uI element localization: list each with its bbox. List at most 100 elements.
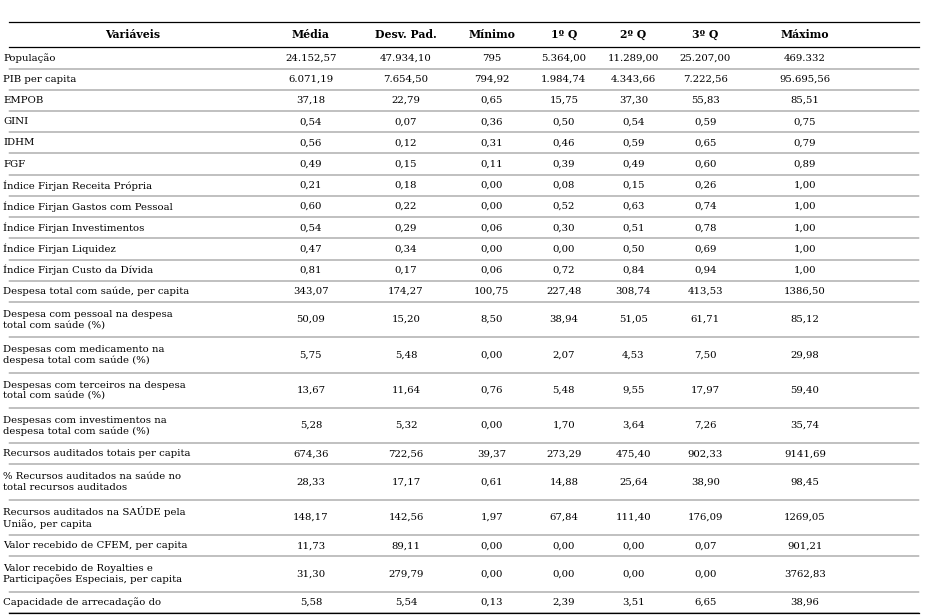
Text: 7.222,56: 7.222,56 — [682, 75, 727, 84]
Text: 5.364,00: 5.364,00 — [540, 54, 586, 63]
Text: 17,17: 17,17 — [391, 477, 420, 487]
Text: 0,36: 0,36 — [480, 117, 502, 126]
Text: 61,71: 61,71 — [690, 315, 719, 324]
Text: 38,96: 38,96 — [790, 598, 819, 607]
Text: 0,89: 0,89 — [793, 160, 816, 169]
Text: 2º Q: 2º Q — [619, 29, 646, 40]
Text: Índice Firjan Receita Própria: Índice Firjan Receita Própria — [3, 180, 152, 190]
Text: 67,84: 67,84 — [549, 513, 578, 522]
Text: 0,46: 0,46 — [552, 139, 575, 147]
Text: 22,79: 22,79 — [391, 96, 420, 105]
Text: 0,65: 0,65 — [480, 96, 502, 105]
Text: 25,64: 25,64 — [618, 477, 647, 487]
Text: 0,63: 0,63 — [621, 202, 644, 211]
Text: 0,26: 0,26 — [693, 181, 716, 190]
Text: 1,00: 1,00 — [793, 223, 816, 232]
Text: 51,05: 51,05 — [618, 315, 647, 324]
Text: 0,00: 0,00 — [621, 541, 644, 550]
Text: 17,97: 17,97 — [690, 386, 719, 395]
Text: 0,79: 0,79 — [793, 139, 816, 147]
Text: 469.332: 469.332 — [783, 54, 825, 63]
Text: 343,07: 343,07 — [293, 287, 328, 296]
Text: Índice Firjan Gastos com Pessoal: Índice Firjan Gastos com Pessoal — [3, 201, 172, 212]
Text: Índice Firjan Custo da Dívida: Índice Firjan Custo da Dívida — [3, 265, 153, 275]
Text: 902,33: 902,33 — [687, 450, 722, 458]
Text: 37,30: 37,30 — [618, 96, 647, 105]
Text: 674,36: 674,36 — [293, 450, 328, 458]
Text: 0,84: 0,84 — [621, 265, 644, 275]
Text: 50,09: 50,09 — [297, 315, 324, 324]
Text: 0,21: 0,21 — [299, 181, 322, 190]
Text: 5,54: 5,54 — [394, 598, 417, 607]
Text: 38,94: 38,94 — [549, 315, 578, 324]
Text: 308,74: 308,74 — [615, 287, 651, 296]
Text: 0,59: 0,59 — [621, 139, 644, 147]
Text: 0,08: 0,08 — [552, 181, 575, 190]
Text: 0,72: 0,72 — [552, 265, 575, 275]
Text: 273,29: 273,29 — [545, 450, 581, 458]
Text: 9,55: 9,55 — [621, 386, 644, 395]
Text: 794,92: 794,92 — [474, 75, 509, 84]
Text: 0,50: 0,50 — [552, 117, 575, 126]
Text: FGF: FGF — [3, 160, 25, 169]
Text: 0,00: 0,00 — [552, 245, 575, 253]
Text: 6,65: 6,65 — [693, 598, 716, 607]
Text: 0,00: 0,00 — [621, 570, 644, 578]
Text: 1º Q: 1º Q — [550, 29, 577, 40]
Text: 1,70: 1,70 — [552, 421, 575, 430]
Text: 0,54: 0,54 — [299, 223, 322, 232]
Text: 5,48: 5,48 — [552, 386, 575, 395]
Text: 0,49: 0,49 — [621, 160, 644, 169]
Text: 1269,05: 1269,05 — [783, 513, 825, 522]
Text: 0,00: 0,00 — [480, 181, 502, 190]
Text: Mínimo: Mínimo — [468, 29, 514, 40]
Text: 11,73: 11,73 — [296, 541, 325, 550]
Text: 0,81: 0,81 — [299, 265, 322, 275]
Text: Índice Firjan Investimentos: Índice Firjan Investimentos — [3, 222, 145, 233]
Text: 0,29: 0,29 — [394, 223, 417, 232]
Text: 111,40: 111,40 — [615, 513, 651, 522]
Text: 1,00: 1,00 — [793, 181, 816, 190]
Text: 0,54: 0,54 — [299, 117, 322, 126]
Text: 148,17: 148,17 — [293, 513, 328, 522]
Text: 0,34: 0,34 — [394, 245, 417, 253]
Text: 0,61: 0,61 — [480, 477, 502, 487]
Text: 0,31: 0,31 — [480, 139, 502, 147]
Text: 1.984,74: 1.984,74 — [540, 75, 586, 84]
Text: 39,37: 39,37 — [476, 450, 506, 458]
Text: 5,28: 5,28 — [299, 421, 322, 430]
Text: 3º Q: 3º Q — [692, 29, 717, 40]
Text: 85,12: 85,12 — [790, 315, 819, 324]
Text: 142,56: 142,56 — [387, 513, 424, 522]
Text: População: População — [3, 53, 56, 63]
Text: 0,15: 0,15 — [621, 181, 644, 190]
Text: 38,90: 38,90 — [690, 477, 719, 487]
Text: Valor recebido de Royalties e
Participações Especiais, per capita: Valor recebido de Royalties e Participaç… — [3, 564, 182, 584]
Text: 0,65: 0,65 — [693, 139, 716, 147]
Text: 0,00: 0,00 — [480, 421, 502, 430]
Text: 0,07: 0,07 — [693, 541, 716, 550]
Text: 0,47: 0,47 — [299, 245, 322, 253]
Text: 35,74: 35,74 — [790, 421, 819, 430]
Text: 3,64: 3,64 — [621, 421, 644, 430]
Text: 0,75: 0,75 — [793, 117, 816, 126]
Text: 0,51: 0,51 — [621, 223, 644, 232]
Text: 0,00: 0,00 — [480, 570, 502, 578]
Text: 0,11: 0,11 — [480, 160, 502, 169]
Text: 0,00: 0,00 — [552, 541, 575, 550]
Text: 413,53: 413,53 — [687, 287, 722, 296]
Text: 0,39: 0,39 — [552, 160, 575, 169]
Text: 0,30: 0,30 — [552, 223, 575, 232]
Text: 0,69: 0,69 — [693, 245, 716, 253]
Text: PIB per capita: PIB per capita — [3, 75, 76, 84]
Text: Despesa total com saúde, per capita: Despesa total com saúde, per capita — [3, 286, 189, 296]
Text: 0,15: 0,15 — [394, 160, 417, 169]
Text: 475,40: 475,40 — [615, 450, 651, 458]
Text: Recursos auditados totais per capita: Recursos auditados totais per capita — [3, 450, 190, 458]
Text: Máximo: Máximo — [780, 29, 829, 40]
Text: 0,18: 0,18 — [394, 181, 417, 190]
Text: 0,76: 0,76 — [480, 386, 502, 395]
Text: 5,32: 5,32 — [394, 421, 417, 430]
Text: 795: 795 — [482, 54, 501, 63]
Text: Despesa com pessoal na despesa
total com saúde (%): Despesa com pessoal na despesa total com… — [3, 310, 172, 330]
